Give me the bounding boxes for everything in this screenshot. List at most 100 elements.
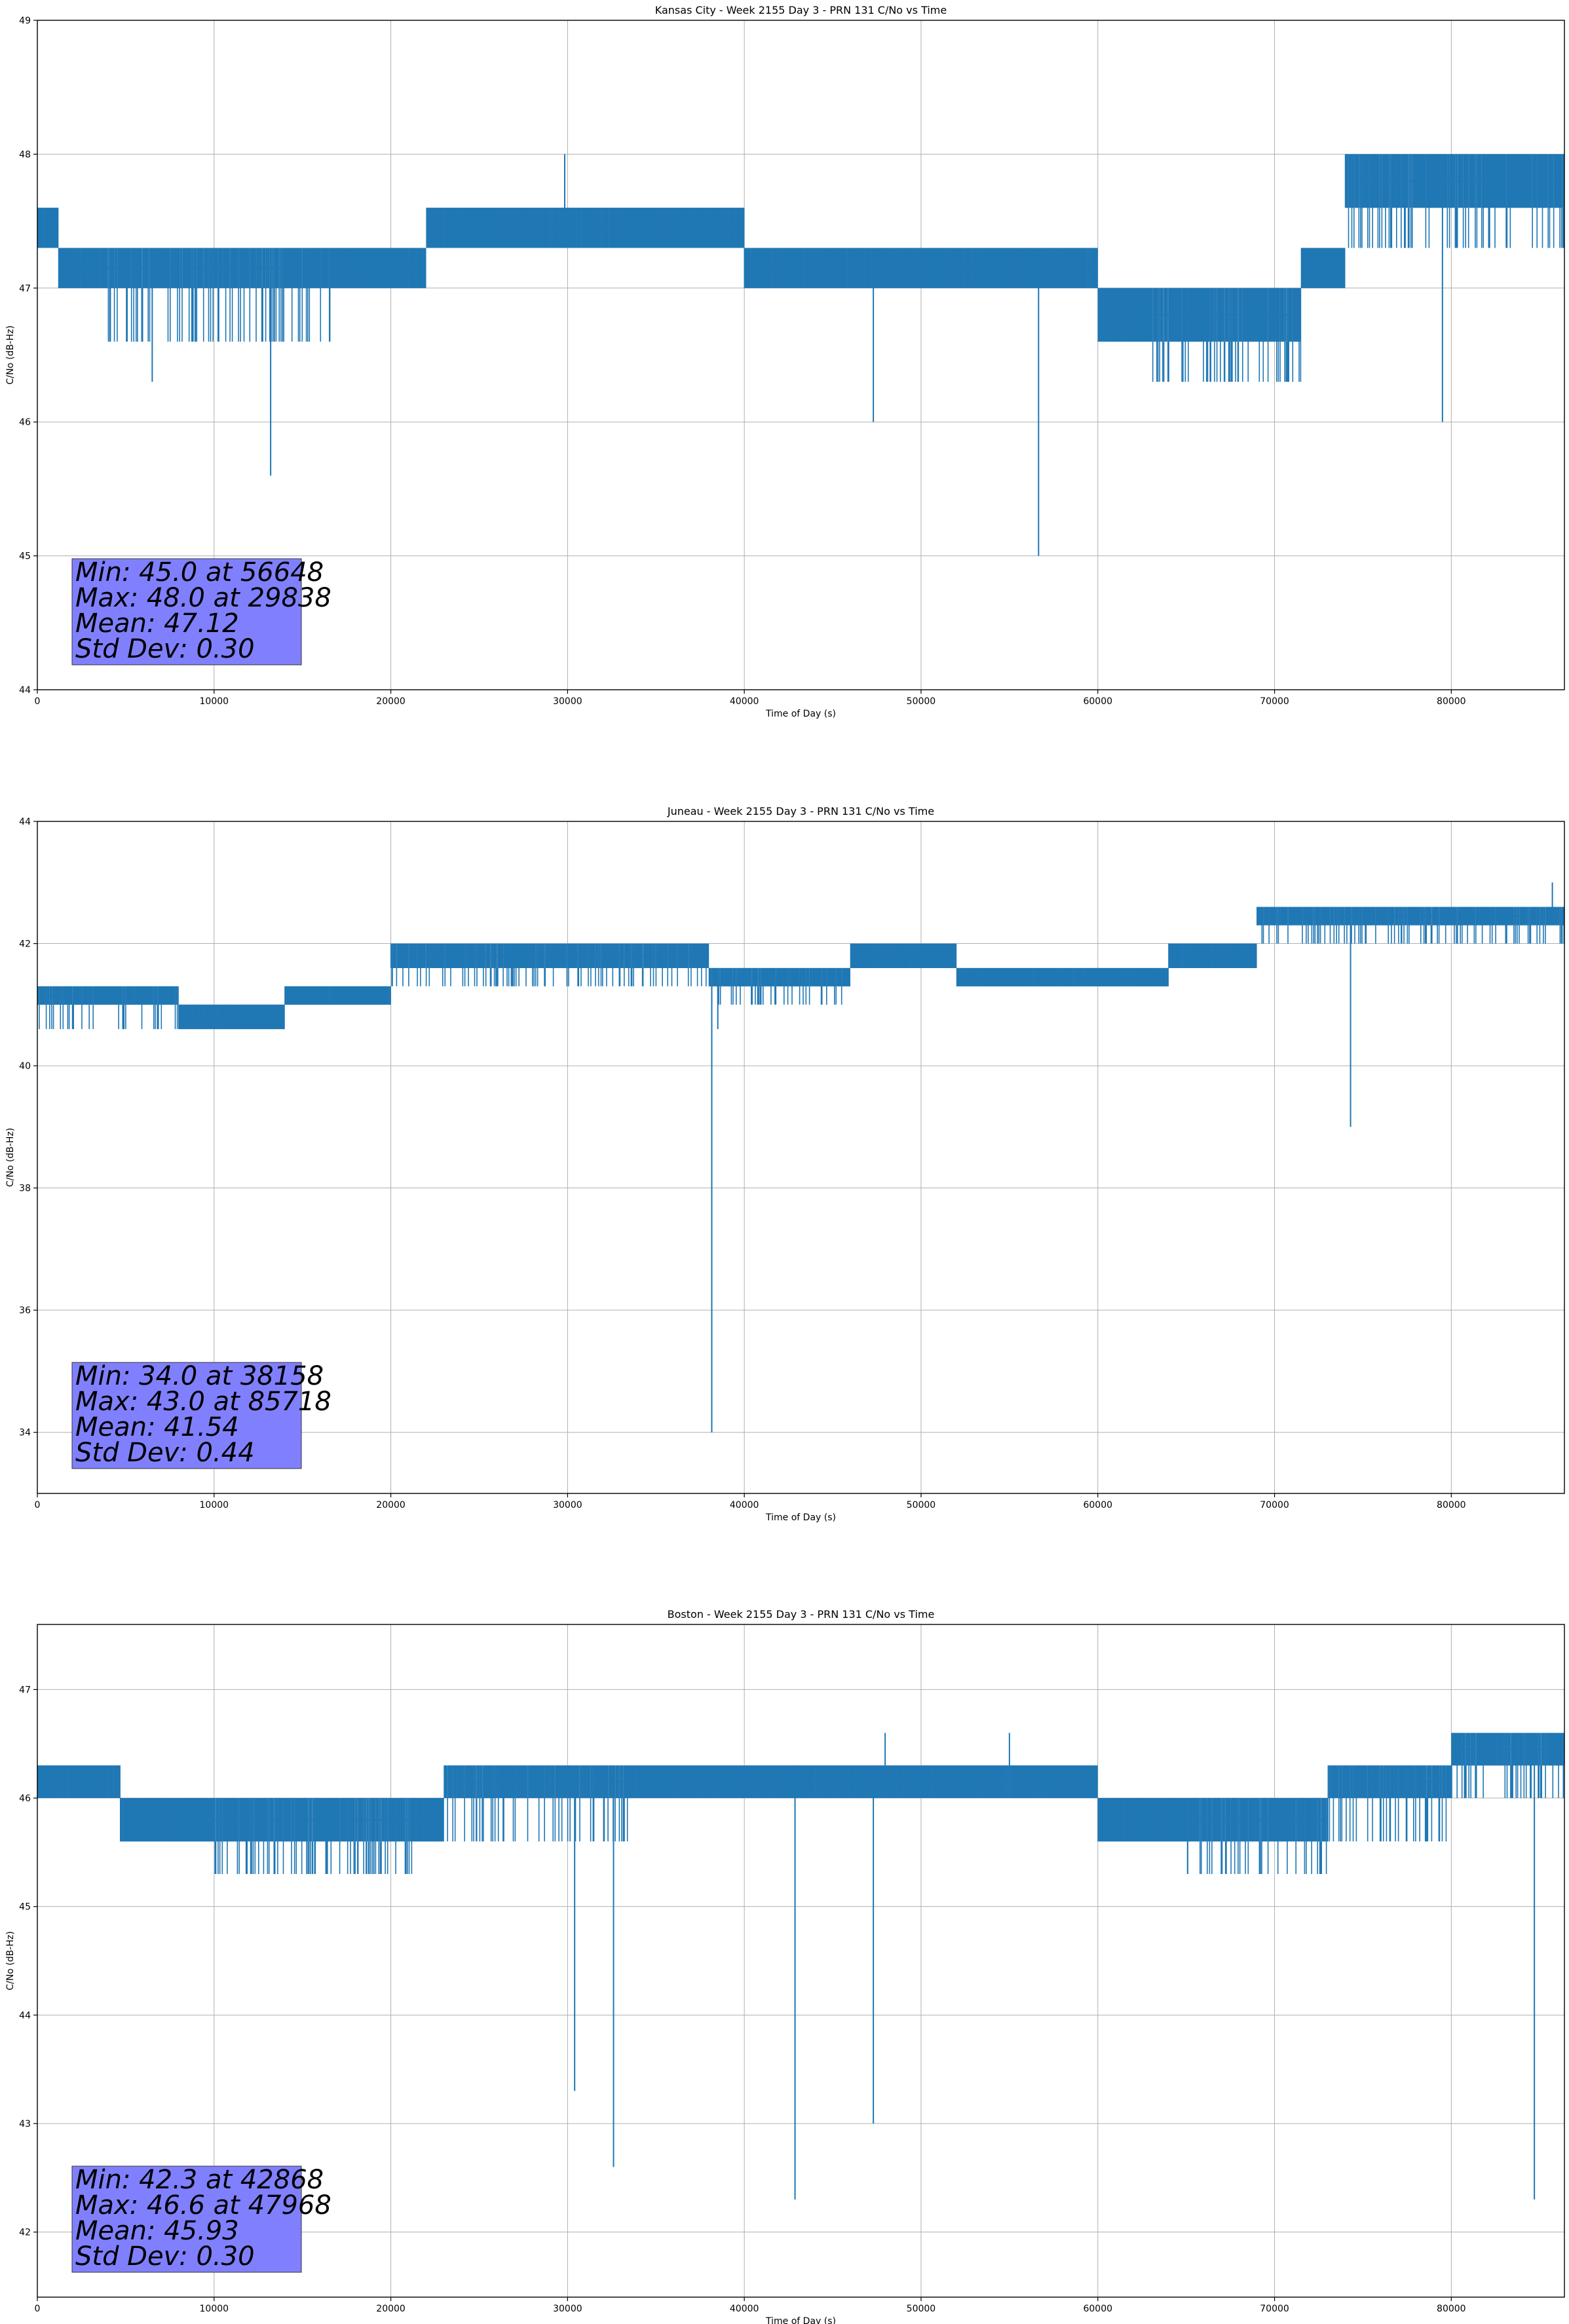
stats-max: Max: 46.6 at 47968 bbox=[75, 2190, 331, 2221]
y-axis-label: C/No (dB-Hz) bbox=[5, 1128, 16, 1187]
x-tick-label: 60000 bbox=[1083, 696, 1112, 707]
x-tick-label: 30000 bbox=[553, 696, 582, 707]
x-tick-label: 20000 bbox=[376, 2304, 406, 2314]
y-tick-label: 43 bbox=[19, 2119, 31, 2129]
y-axis-label: C/No (dB-Hz) bbox=[5, 1931, 16, 1990]
x-tick-label: 10000 bbox=[200, 2304, 229, 2314]
x-tick-label: 50000 bbox=[907, 2304, 936, 2314]
x-tick-label: 0 bbox=[35, 2304, 41, 2314]
data-band-fill bbox=[120, 1798, 214, 1842]
stats-box bbox=[71, 1362, 302, 1469]
data-band-fill bbox=[709, 967, 851, 986]
data-band-fill bbox=[178, 1004, 285, 1030]
data-band-fill bbox=[390, 943, 709, 968]
y-tick-label: 45 bbox=[19, 1902, 31, 1913]
data-band-fill bbox=[284, 986, 391, 1005]
data-band-fill bbox=[426, 208, 550, 248]
data-band-fill bbox=[37, 1765, 121, 1799]
data-band-fill bbox=[1150, 288, 1302, 342]
stats-min: Min: 45.0 at 56648 bbox=[75, 557, 324, 588]
x-tick-label: 0 bbox=[35, 1500, 41, 1510]
stats-mean: Mean: 45.93 bbox=[75, 2216, 239, 2246]
stats-max: Max: 43.0 at 85718 bbox=[75, 1387, 331, 1417]
data-band-fill bbox=[214, 1798, 412, 1842]
x-tick-label: 50000 bbox=[907, 696, 936, 707]
x-tick-label: 10000 bbox=[200, 1500, 229, 1510]
x-tick-label: 60000 bbox=[1083, 1500, 1112, 1510]
y-tick-label: 49 bbox=[19, 16, 31, 26]
data-band-fill bbox=[37, 986, 179, 1005]
y-tick-label: 46 bbox=[19, 1793, 31, 1804]
axes-frame bbox=[37, 821, 1565, 1494]
y-tick-label: 42 bbox=[19, 939, 31, 950]
chart-panel-1: 0 10000 20000 30000 40000 50000 60000 70000 8000… bbox=[5, 4, 1565, 719]
y-axis-label: C/No (dB-Hz) bbox=[5, 326, 16, 384]
data-band-fill bbox=[1097, 1798, 1186, 1842]
stats-mean: Mean: 47.12 bbox=[75, 609, 239, 639]
x-tick-label: 80000 bbox=[1437, 2304, 1466, 2314]
axes-frame bbox=[37, 1624, 1565, 2298]
data-band-fill bbox=[1097, 288, 1151, 342]
y-tick-label: 36 bbox=[19, 1305, 31, 1316]
data-band-fill bbox=[337, 248, 426, 288]
x-tick-label: 70000 bbox=[1260, 696, 1289, 707]
stats-min: Min: 34.0 at 38158 bbox=[75, 1361, 324, 1391]
y-tick-label: 38 bbox=[19, 1184, 31, 1194]
x-tick-label: 30000 bbox=[553, 2304, 582, 2314]
data-band-fill bbox=[1451, 1733, 1564, 1766]
data-band-fill bbox=[107, 248, 338, 288]
data-band-fill bbox=[444, 1765, 639, 1799]
y-tick-label: 44 bbox=[19, 685, 31, 696]
data-band-fill bbox=[1301, 248, 1346, 288]
y-tick-label: 44 bbox=[19, 817, 31, 827]
y-tick-label: 45 bbox=[19, 552, 31, 562]
chart-title: Boston - Week 2155 Day 3 - PRN 131 C/No … bbox=[668, 1608, 935, 1621]
x-tick-label: 40000 bbox=[730, 1500, 759, 1510]
data-band-fill bbox=[1327, 1765, 1452, 1799]
stats-min: Min: 42.3 at 42868 bbox=[75, 2165, 324, 2195]
x-tick-label: 80000 bbox=[1437, 696, 1466, 707]
stats-mean: Mean: 41.54 bbox=[75, 1412, 239, 1442]
x-tick-label: 20000 bbox=[376, 696, 406, 707]
data-band-fill bbox=[956, 967, 1169, 986]
axes-frame bbox=[37, 20, 1565, 690]
chart-panel-2: 0 10000 20000 30000 40000 50000 60000 70000 8000… bbox=[5, 805, 1565, 1523]
x-tick-label: 60000 bbox=[1083, 2304, 1112, 2314]
data-band-fill bbox=[850, 943, 956, 968]
stats-max: Max: 48.0 at 29838 bbox=[75, 583, 331, 613]
chart-title: Juneau - Week 2155 Day 3 - PRN 131 C/No … bbox=[667, 805, 934, 817]
x-tick-label: 70000 bbox=[1260, 1500, 1289, 1510]
y-tick-label: 48 bbox=[19, 149, 31, 160]
stats-std: Std Dev: 0.30 bbox=[75, 634, 255, 664]
x-tick-label: 40000 bbox=[730, 2304, 759, 2314]
y-tick-label: 34 bbox=[19, 1428, 31, 1438]
data-band-fill bbox=[550, 208, 745, 248]
data-band-fill bbox=[1345, 154, 1505, 208]
x-axis-label: Time of Day (s) bbox=[765, 2316, 836, 2324]
data-band-fill bbox=[37, 208, 59, 248]
data-band-fill bbox=[1168, 943, 1257, 968]
x-axis-label: Time of Day (s) bbox=[765, 1512, 836, 1523]
x-tick-label: 30000 bbox=[553, 1500, 582, 1510]
data-band-fill bbox=[411, 1798, 444, 1842]
y-tick-label: 42 bbox=[19, 2228, 31, 2238]
x-axis-label: Time of Day (s) bbox=[765, 709, 836, 719]
x-tick-label: 50000 bbox=[907, 1500, 936, 1510]
data-band-fill bbox=[744, 248, 1098, 288]
x-tick-label: 0 bbox=[35, 696, 41, 707]
data-band-fill bbox=[58, 248, 108, 288]
data-band-fill bbox=[1504, 154, 1564, 208]
stats-std: Std Dev: 0.30 bbox=[75, 2241, 255, 2272]
y-tick-label: 40 bbox=[19, 1061, 31, 1072]
data-band-fill bbox=[638, 1765, 1098, 1799]
y-tick-label: 47 bbox=[19, 1685, 31, 1695]
x-tick-label: 10000 bbox=[200, 696, 229, 707]
chart-panel-3: 0 10000 20000 30000 40000 50000 60000 70000 8000… bbox=[5, 1608, 1565, 2324]
y-tick-label: 47 bbox=[19, 284, 31, 294]
stats-box bbox=[71, 2165, 302, 2273]
y-tick-label: 46 bbox=[19, 417, 31, 428]
stats-std: Std Dev: 0.44 bbox=[75, 1438, 255, 1468]
y-tick-label: 44 bbox=[19, 2010, 31, 2021]
x-tick-label: 20000 bbox=[376, 1500, 406, 1510]
